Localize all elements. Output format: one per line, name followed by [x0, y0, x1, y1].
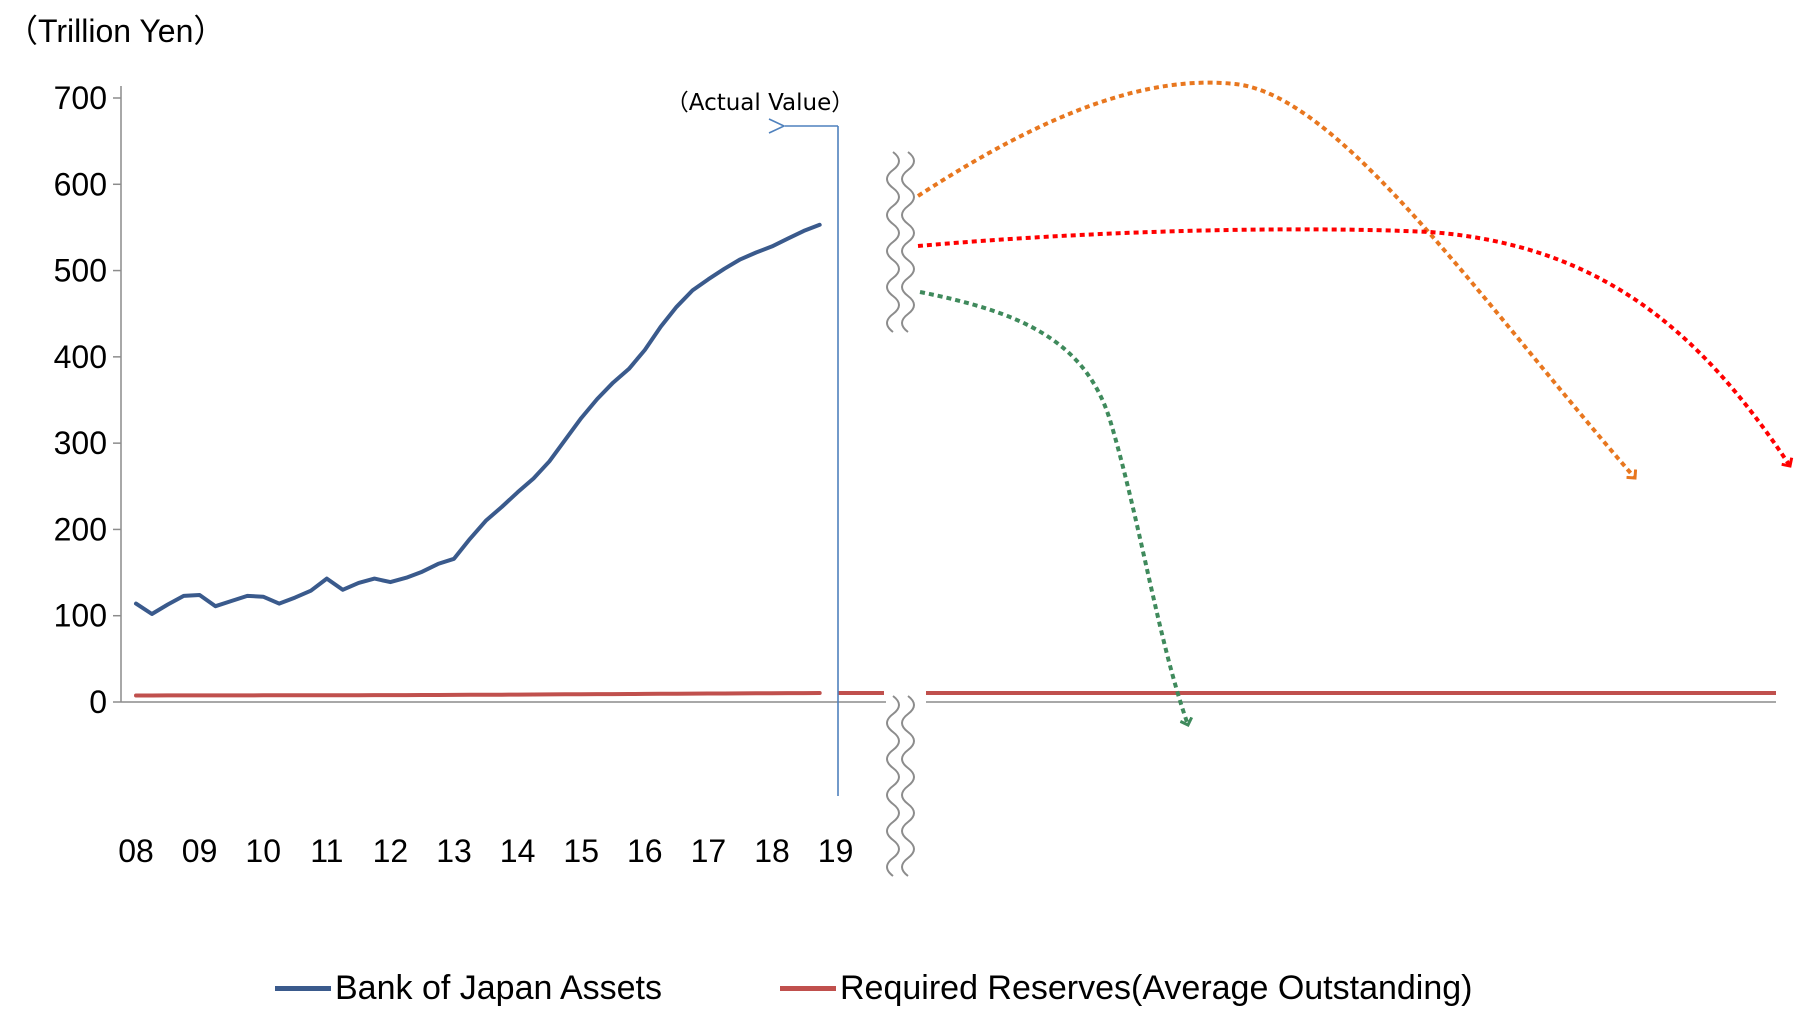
projection-arrows	[916, 80, 1790, 725]
y-tick-label: 600	[54, 166, 107, 202]
x-tick-label: 15	[563, 833, 599, 869]
y-tick-label: 700	[54, 80, 107, 116]
legend-swatch-required-reserves	[780, 985, 836, 991]
y-tick-label: 500	[54, 253, 107, 289]
projection-arrow-orange	[916, 80, 1635, 478]
legend-label-boj-assets: Bank of Japan Assets	[335, 968, 662, 1007]
legend-swatch-boj-assets	[275, 985, 331, 991]
x-axis-ticks: 08 09 10 11 12 13 14 15 16 17 18 19	[118, 833, 853, 869]
x-tick-label: 08	[118, 833, 154, 869]
x-tick-label: 16	[627, 833, 663, 869]
axis-break-gap	[886, 690, 926, 714]
legend-item-boj-assets: Bank of Japan Assets	[275, 968, 662, 1008]
x-tick-label: 12	[373, 833, 409, 869]
axis-break-markers	[886, 151, 926, 877]
x-tick-label: 18	[754, 833, 790, 869]
x-tick-label: 11	[310, 833, 343, 869]
x-tick-label: 13	[436, 833, 472, 869]
actual-value-annotation: （Actual Value）	[666, 90, 855, 796]
series-line-boj-assets	[134, 222, 822, 616]
axis-break-squiggle-top	[886, 151, 900, 333]
x-tick-label: 19	[818, 833, 854, 869]
x-tick-label: 09	[182, 833, 218, 869]
x-tick-label: 14	[500, 833, 536, 869]
y-tick-label: 200	[54, 511, 107, 547]
axis-break-squiggle-bottom	[886, 695, 900, 877]
projection-arrow-green	[919, 290, 1188, 725]
legend-item-required-reserves: Required Reserves(Average Outstanding)	[780, 968, 1473, 1008]
axis-break-squiggle-top-2	[901, 151, 915, 333]
projection-arrow-red	[917, 227, 1790, 466]
y-tick-label: 100	[54, 598, 107, 634]
x-tick-label: 10	[245, 833, 281, 869]
legend: Bank of Japan Assets Required Reserves(A…	[0, 968, 1802, 1008]
y-tick-label: 300	[54, 425, 107, 461]
y-tick-label: 0	[89, 684, 107, 720]
series-line-required-reserves	[134, 691, 822, 698]
axes	[120, 86, 1776, 703]
x-tick-label: 17	[691, 833, 727, 869]
y-tick-label: 400	[54, 339, 107, 375]
y-axis-unit-label: （Trillion Yen）	[6, 13, 226, 49]
y-axis-ticks: 0 100 200 300 400 500 600 700	[54, 80, 121, 720]
actual-value-label: （Actual Value）	[666, 90, 855, 116]
legend-label-required-reserves: Required Reserves(Average Outstanding)	[840, 968, 1473, 1007]
axis-break-squiggle-bottom-2	[901, 695, 915, 877]
series-layer	[134, 222, 1776, 698]
